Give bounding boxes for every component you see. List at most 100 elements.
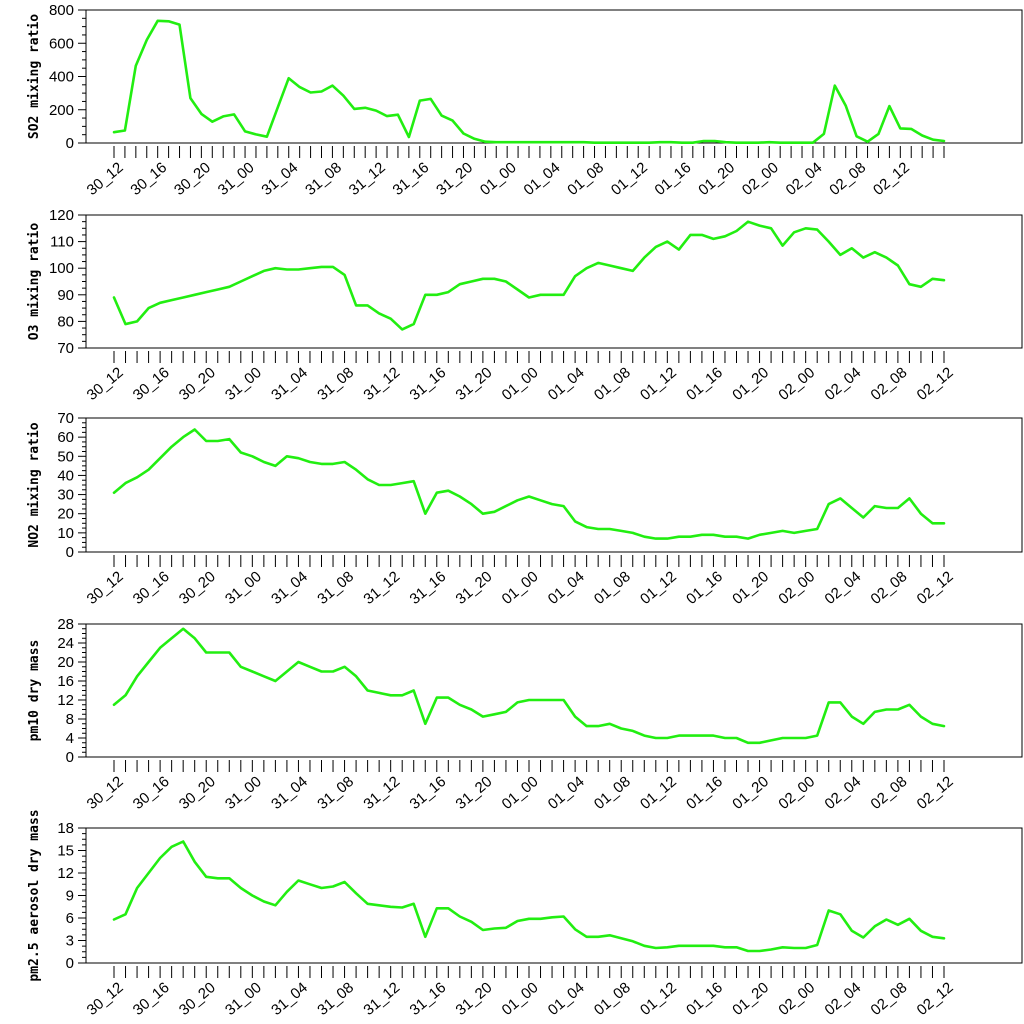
x-tick-label: 31_16 (406, 979, 449, 1019)
x-tick-label: 02_12 (914, 979, 957, 1019)
x-tick-label: 01_12 (637, 364, 680, 404)
x-tick-label: 31_08 (314, 979, 357, 1019)
y-tick-label: 60 (57, 429, 74, 446)
y-tick-label: 70 (57, 410, 74, 427)
x-tick-label: 31_20 (433, 159, 476, 199)
x-tick-label: 02_08 (868, 979, 911, 1019)
x-tick-label: 30_12 (84, 159, 127, 199)
x-tick-label: 02_04 (821, 568, 864, 608)
x-tick-label: 01_00 (499, 568, 542, 608)
x-tick-label: 01_08 (591, 364, 634, 404)
x-tick-label: 30_12 (84, 568, 127, 608)
x-tick-label: 31_20 (453, 979, 496, 1019)
x-tick-label: 30_20 (176, 979, 219, 1019)
x-tick-label: 31_16 (406, 773, 449, 813)
y-tick-label: 20 (57, 506, 74, 523)
x-tick-label: 02_12 (914, 568, 957, 608)
y-tick-label: 12 (57, 692, 74, 709)
plot-frame (85, 417, 1023, 553)
x-tick-label: 31_08 (314, 364, 357, 404)
x-tick-label: 02_00 (775, 568, 818, 608)
y-tick-label: 4 (66, 730, 74, 747)
x-tick-label: 01_16 (683, 568, 726, 608)
x-tick-label: 01_00 (499, 979, 542, 1019)
x-tick-label: 30_12 (84, 979, 127, 1019)
x-tick-label: 01_08 (564, 159, 607, 199)
y-axis-label: pm10 dry mass (27, 640, 42, 742)
y-tick-label: 24 (57, 635, 74, 652)
y-axis-label: NO2 mixing ratio (27, 422, 42, 547)
y-tick-label: 110 (50, 234, 74, 251)
y-tick-label: 16 (57, 673, 74, 690)
y-tick-label: 120 (49, 207, 74, 224)
plot-frame (85, 827, 1023, 964)
x-tick-label: 01_00 (499, 773, 542, 813)
series-line (112, 220, 946, 331)
x-tick-label: 02_04 (783, 159, 826, 199)
x-tick-label: 30_20 (176, 364, 219, 404)
y-tick-label: 400 (49, 69, 74, 86)
x-tick-label: 30_20 (171, 159, 214, 199)
x-tick-label: 02_00 (775, 773, 818, 813)
x-tick-label: 31_04 (258, 159, 301, 199)
x-tick-label: 31_16 (406, 568, 449, 608)
x-tick-label: 01_08 (591, 979, 634, 1019)
x-tick-label: 01_16 (683, 364, 726, 404)
x-tick-label: 30_16 (130, 568, 173, 608)
x-tick-label: 01_04 (545, 568, 588, 608)
x-tick-label: 31_20 (453, 364, 496, 404)
x-tick-label: 30_16 (130, 979, 173, 1019)
x-tick-label: 01_12 (608, 159, 651, 199)
y-tick-label: 0 (66, 955, 74, 972)
x-tick-label: 01_04 (545, 979, 588, 1019)
x-tick-label: 01_04 (521, 159, 564, 199)
y-tick-label: 50 (57, 448, 74, 465)
y-tick-label: 200 (49, 102, 74, 119)
y-tick-label: 6 (66, 910, 74, 927)
x-tick-label: 31_04 (268, 979, 311, 1019)
x-tick-label: 31_00 (215, 159, 258, 199)
x-tick-label: 02_08 (826, 159, 869, 199)
y-axis-label: pm2.5 aerosol dry mass (27, 809, 42, 981)
x-tick-label: 01_08 (591, 568, 634, 608)
x-tick-label: 01_20 (695, 159, 738, 199)
y-tick-label: 18 (57, 820, 74, 837)
x-tick-label: 01_04 (545, 773, 588, 813)
panel-3: 0 10 20 30 40 50 60 70 NO2 mixing ratio 30_12 30_1… (27, 410, 1023, 608)
x-tick-label: 01_20 (729, 568, 772, 608)
y-tick-label: 20 (57, 654, 74, 671)
x-tick-label: 31_16 (406, 364, 449, 404)
x-tick-label: 02_00 (739, 159, 782, 199)
x-tick-label: 02_00 (775, 979, 818, 1019)
x-tick-label: 02_08 (868, 568, 911, 608)
x-tick-label: 31_12 (360, 364, 403, 404)
y-axis-label: SO2 mixing ratio (27, 14, 42, 139)
x-tick-label: 01_20 (729, 979, 772, 1019)
plot-frame (85, 623, 1023, 758)
y-tick-label: 9 (66, 888, 74, 905)
y-axis-label: O3 mixing ratio (27, 223, 42, 341)
x-tick-label: 02_04 (821, 364, 864, 404)
x-tick-label: 31_08 (314, 568, 357, 608)
x-tick-label: 31_20 (453, 568, 496, 608)
x-tick-label: 01_00 (477, 159, 520, 199)
x-tick-label: 31_00 (222, 364, 265, 404)
y-tick-label: 90 (57, 287, 74, 304)
y-tick-label: 10 (57, 525, 74, 542)
x-tick-label: 30_20 (176, 773, 219, 813)
x-tick-label: 02_04 (821, 979, 864, 1019)
x-tick-label: 30_20 (176, 568, 219, 608)
y-tick-label: 70 (57, 340, 74, 357)
series-line (112, 840, 946, 953)
x-tick-label: 31_04 (268, 568, 311, 608)
y-tick-label: 100 (49, 260, 74, 277)
x-tick-label: 01_16 (683, 979, 726, 1019)
y-tick-label: 3 (66, 933, 74, 950)
x-tick-label: 01_04 (545, 364, 588, 404)
x-tick-label: 01_16 (652, 159, 695, 199)
x-tick-label: 01_16 (683, 773, 726, 813)
x-tick-label: 02_12 (914, 773, 957, 813)
x-tick-label: 30_16 (127, 159, 170, 199)
